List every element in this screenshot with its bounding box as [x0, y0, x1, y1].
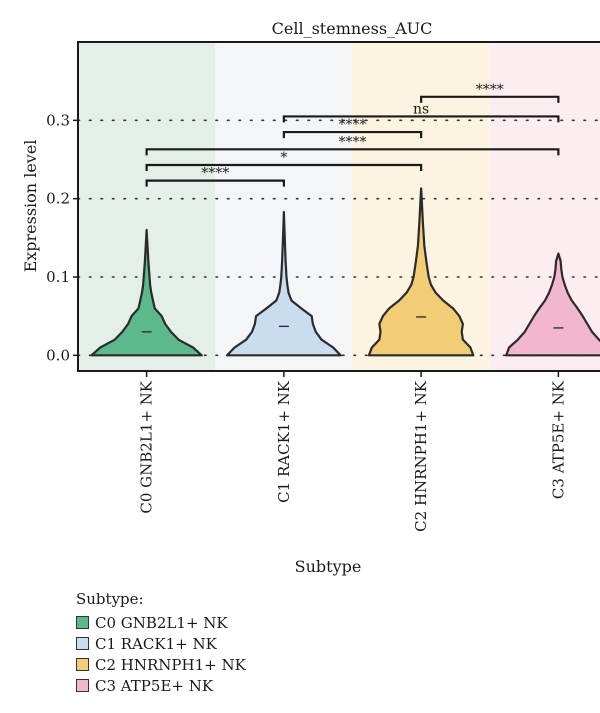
legend-swatch	[76, 616, 89, 629]
significance-label: ns	[413, 101, 429, 117]
legend-swatch	[76, 679, 89, 692]
violin	[505, 252, 600, 357]
y-tick-label: 0.1	[46, 268, 70, 286]
x-axis-label: Subtype	[295, 557, 362, 576]
significance-bracket	[282, 130, 423, 139]
legend-title: Subtype:	[76, 590, 144, 608]
violin	[367, 187, 475, 357]
legend-item-label: C0 GNB2L1+ NK	[95, 613, 228, 632]
x-tick-label: C0 GNB2L1+ NK	[138, 380, 156, 513]
violin	[90, 228, 203, 357]
plot-frame	[77, 41, 600, 372]
significance-label: ****	[476, 82, 504, 98]
y-axis-label: Expression level	[21, 140, 40, 273]
legend-item: C0 GNB2L1+ NK	[76, 612, 246, 633]
x-tick-label: C1 RACK1+ NK	[275, 380, 293, 503]
legend-item-label: C2 HNRNPH1+ NK	[95, 655, 246, 674]
significance-bracket	[282, 115, 560, 123]
legend-item-label: C1 RACK1+ NK	[95, 634, 217, 653]
legend-item-label: C3 ATP5E+ NK	[95, 676, 214, 695]
legend-item: C3 ATP5E+ NK	[76, 675, 246, 696]
legend-item: C2 HNRNPH1+ NK	[76, 654, 246, 675]
legend: Subtype: C0 GNB2L1+ NK C1 RACK1+ NK C2 H…	[76, 590, 246, 696]
significance-bracket	[145, 163, 423, 171]
significance-bracket	[145, 148, 560, 156]
significance-label: ****	[339, 117, 367, 133]
violin	[225, 210, 342, 357]
significance-label: ****	[201, 166, 229, 182]
y-tick-label: 0.3	[46, 111, 70, 129]
chart-title: Cell_stemness_AUC	[272, 19, 433, 38]
significance-bracket	[420, 95, 560, 103]
legend-item: C1 RACK1+ NK	[76, 633, 246, 654]
y-tick-label: 0.0	[46, 346, 70, 364]
legend-swatch	[76, 658, 89, 671]
x-tick-label: C2 HNRNPH1+ NK	[412, 380, 430, 532]
significance-label: *	[280, 150, 287, 166]
significance-bracket	[145, 179, 285, 187]
legend-swatch	[76, 637, 89, 650]
x-tick-label: C3 ATP5E+ NK	[549, 380, 567, 499]
y-tick-label: 0.2	[46, 190, 70, 208]
significance-label: ****	[339, 134, 367, 150]
